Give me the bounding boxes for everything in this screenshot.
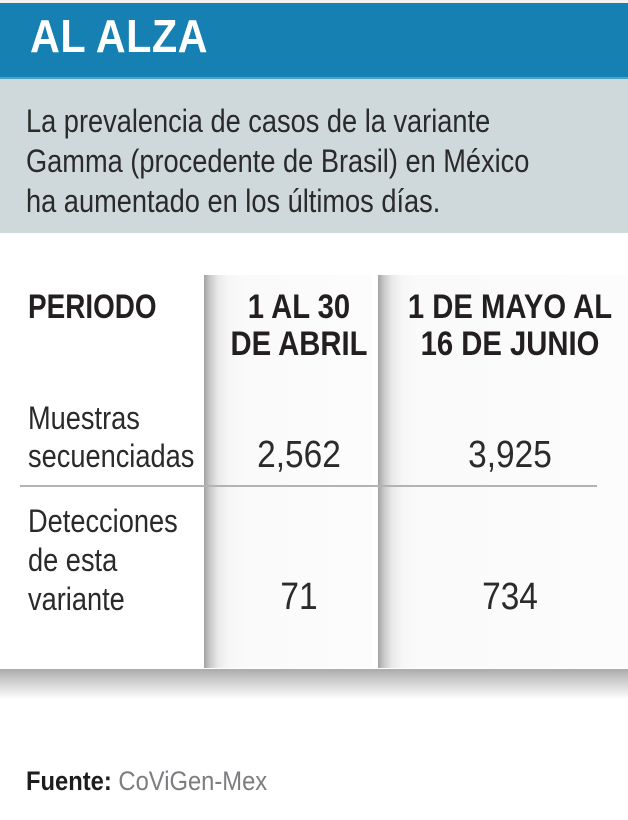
row-label-detecciones-line-2: de esta: [28, 542, 118, 578]
cell-detecciones-april: 71: [280, 576, 318, 618]
column-header-mayo-line-2: 16 DE JUNIO: [420, 325, 600, 363]
intro-line-2: Gamma (procedente de Brasil) en México: [26, 143, 530, 179]
row-label-muestras-line-2: secuenciadas: [28, 438, 195, 474]
row-label-detecciones: Detecciones de esta variante: [28, 502, 178, 619]
cell-muestras-april: 2,562: [257, 434, 341, 476]
column-band-mayo-junio: [378, 275, 628, 668]
row-label-muestras: Muestras secuenciadas: [28, 399, 194, 475]
column-header-april-line-1: 1 AL 30: [247, 288, 351, 326]
row-label-detecciones-line-3: variante: [28, 581, 125, 617]
intro-line-1: La prevalencia de casos de la variante: [26, 103, 491, 139]
column-header-mayo-junio: 1 DE MAYO AL 16 DE JUNIO: [396, 289, 623, 363]
intro-box: La prevalencia de casos de la variante G…: [0, 79, 628, 233]
column-header-april-line-2: DE ABRIL: [230, 325, 368, 363]
column-header-periodo: PERIODO: [28, 288, 157, 326]
row-divider: [20, 485, 597, 487]
intro-text: La prevalencia de casos de la variante G…: [26, 101, 529, 221]
column-header-mayo-line-1: 1 DE MAYO AL: [407, 288, 613, 326]
source-name: CoViGen-Mex: [118, 766, 268, 796]
title-bar: AL ALZA: [0, 3, 628, 79]
cell-detecciones-mayo: 734: [482, 576, 538, 618]
top-edge-strip: [0, 0, 628, 3]
source-line: Fuente: CoViGen-Mex: [26, 766, 267, 797]
row-label-muestras-line-1: Muestras: [28, 400, 140, 436]
column-band-april: [204, 275, 372, 668]
row-label-detecciones-line-1: Detecciones: [28, 503, 178, 539]
source-label: Fuente:: [26, 766, 112, 796]
column-header-april: 1 AL 30 DE ABRIL: [217, 289, 380, 363]
cell-muestras-mayo: 3,925: [468, 434, 552, 476]
intro-line-3: ha aumentado en los últimos días.: [26, 183, 441, 219]
page-title: AL ALZA: [30, 10, 208, 62]
table-bottom-shadow: [0, 669, 628, 699]
